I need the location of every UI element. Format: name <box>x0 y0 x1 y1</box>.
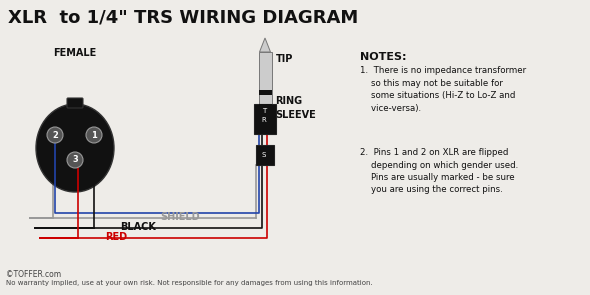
Text: BLACK: BLACK <box>120 222 156 232</box>
Text: SHIELD: SHIELD <box>160 212 199 222</box>
Text: S: S <box>262 152 266 158</box>
Text: 2.  Pins 1 and 2 on XLR are flipped
    depending on which gender used.
    Pins: 2. Pins 1 and 2 on XLR are flipped depen… <box>360 148 518 194</box>
Text: FEMALE: FEMALE <box>53 48 97 58</box>
Text: T: T <box>262 108 266 114</box>
Text: 1.  There is no impedance transformer
    so this may not be suitable for
    so: 1. There is no impedance transformer so … <box>360 66 526 112</box>
Bar <box>258 52 271 112</box>
Text: TIP: TIP <box>276 54 293 64</box>
Text: No warranty implied, use at your own risk. Not responsible for any damages from : No warranty implied, use at your own ris… <box>6 280 373 286</box>
Text: 1: 1 <box>91 130 97 140</box>
Bar <box>254 104 276 134</box>
Ellipse shape <box>36 104 114 192</box>
Text: NOTES:: NOTES: <box>360 52 407 62</box>
Circle shape <box>86 127 102 143</box>
Text: ©TOFFER.com: ©TOFFER.com <box>6 270 61 279</box>
Bar <box>256 145 274 165</box>
Bar <box>258 104 271 109</box>
Text: R: R <box>261 117 266 123</box>
Text: SLEEVE: SLEEVE <box>276 110 316 120</box>
Text: RING: RING <box>276 96 303 106</box>
Bar <box>258 90 271 95</box>
Polygon shape <box>260 38 270 52</box>
FancyBboxPatch shape <box>67 98 83 108</box>
Text: 3: 3 <box>72 155 78 165</box>
Text: 2: 2 <box>52 130 58 140</box>
Circle shape <box>67 152 83 168</box>
Text: RED: RED <box>105 232 127 242</box>
Text: XLR  to 1/4" TRS WIRING DIAGRAM: XLR to 1/4" TRS WIRING DIAGRAM <box>8 8 358 26</box>
Circle shape <box>47 127 63 143</box>
